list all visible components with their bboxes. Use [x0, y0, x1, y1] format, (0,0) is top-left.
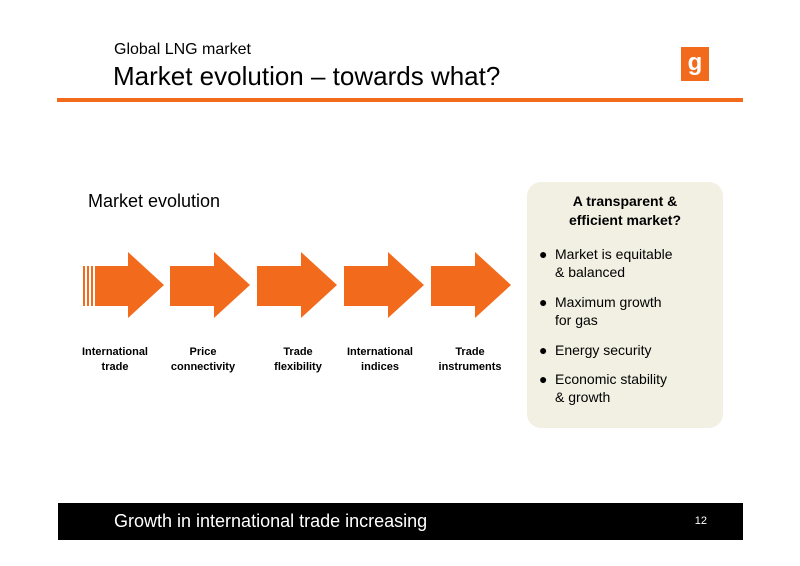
goal-title: A transparent & efficient market? [568, 193, 682, 228]
footer-text: Growth in international trade increasing [114, 511, 428, 531]
section-title: Market evolution [88, 191, 221, 211]
stage-arrow [170, 252, 250, 318]
title-divider [57, 98, 743, 102]
page-title: Market evolution – towards what? [113, 61, 501, 91]
start-bar [83, 266, 85, 306]
start-bar [91, 266, 93, 306]
company-logo: g [681, 47, 709, 81]
goal-panel: A transparent & efficient market? ● Marke… [527, 182, 723, 428]
stage-label: International indices [346, 346, 413, 373]
start-bar [87, 266, 89, 306]
goal-bullet: ● Maximum growth for gas [539, 294, 662, 328]
subtitle: Global LNG market [114, 41, 251, 58]
stage-label: Trade instruments [438, 346, 502, 373]
stage-label: International trade [81, 346, 148, 373]
stage-arrow [431, 252, 511, 318]
stage-arrow [344, 252, 424, 318]
stage-arrow [95, 252, 164, 318]
bullet-dot-icon: ● [539, 342, 548, 358]
stage-label: Price connectivity [170, 346, 236, 373]
bullet-dot-icon: ● [539, 294, 548, 310]
logo-letter: g [688, 49, 703, 76]
evolution-arrows [83, 252, 511, 318]
bullet-dot-icon: ● [539, 246, 548, 262]
goal-bullet: ● Market is equitable & balanced [539, 246, 673, 280]
footer-bar: Growth in international trade increasing… [58, 503, 743, 540]
stage-label: Trade flexibility [274, 346, 322, 373]
goal-bullet: ● Energy security [539, 342, 652, 358]
bullet-dot-icon: ● [539, 371, 548, 387]
stage-arrow [257, 252, 337, 318]
page-number: 12 [694, 515, 707, 527]
goal-bullet: ● Economic stability & growth [539, 371, 668, 405]
